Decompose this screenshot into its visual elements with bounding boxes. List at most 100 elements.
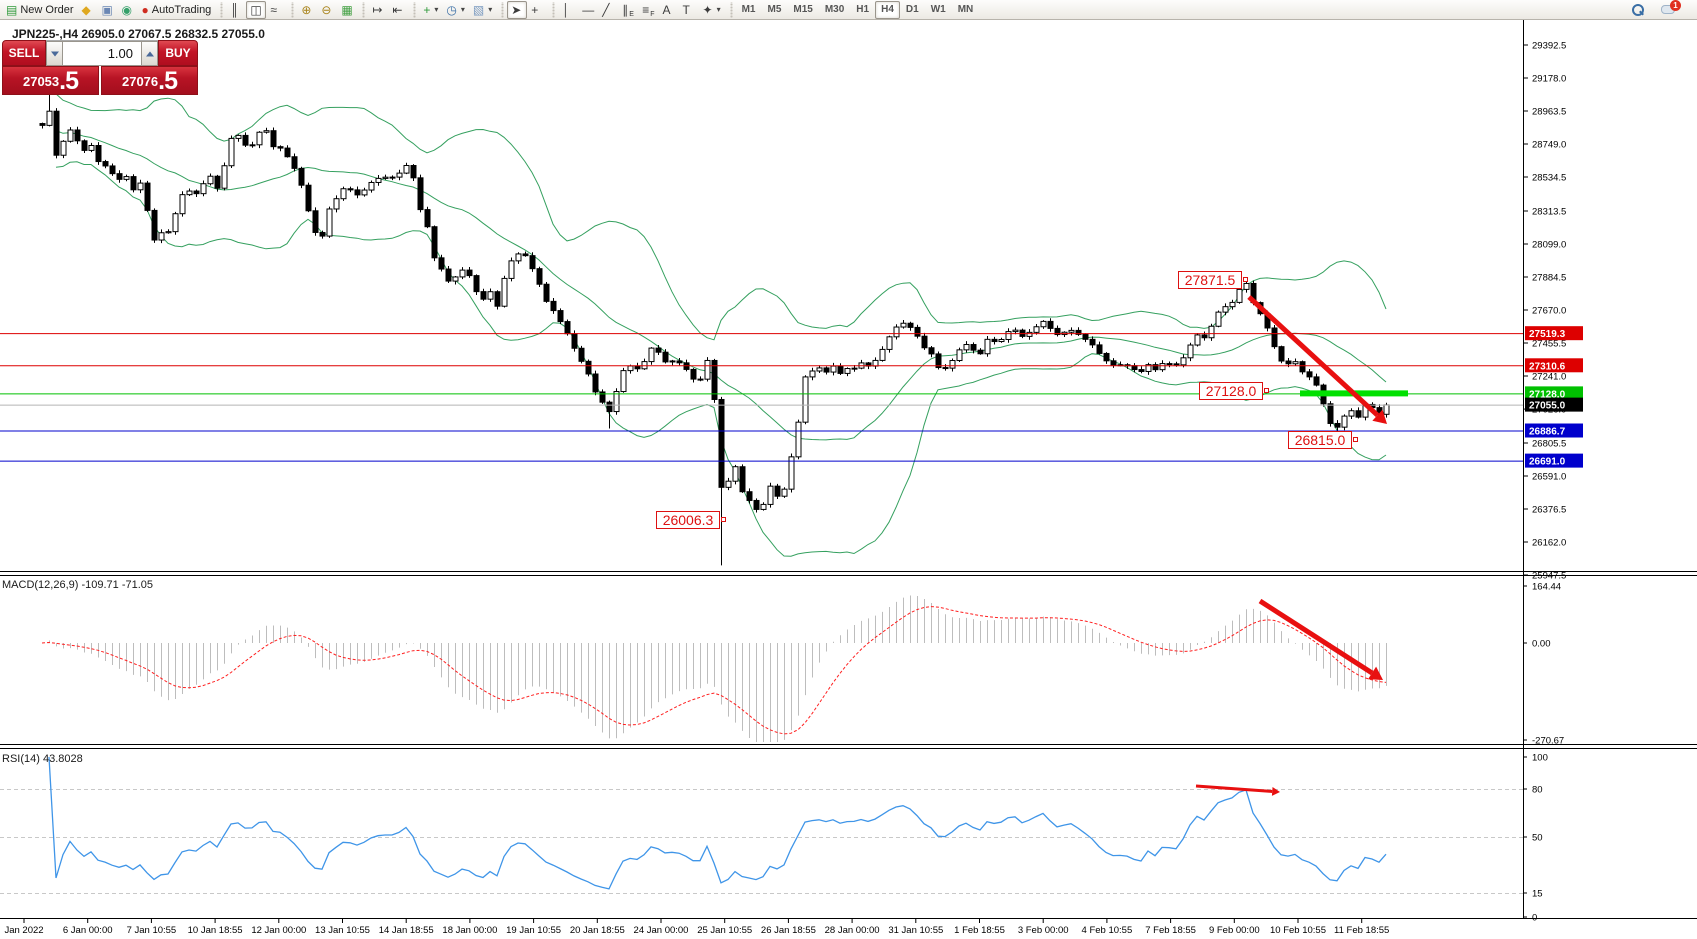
axis-label-27055.0: 27055.0: [1525, 397, 1583, 412]
timeframe-w1[interactable]: W1: [925, 1, 952, 19]
svg-text:29392.5: 29392.5: [1532, 41, 1566, 52]
volume-input[interactable]: [63, 41, 141, 66]
buy-button[interactable]: BUY: [158, 40, 198, 66]
styler-icon[interactable]: ◆: [78, 1, 98, 19]
chat-icon: 1: [1661, 0, 1681, 16]
svg-text:28534.5: 28534.5: [1532, 172, 1566, 183]
price-label-26815.0[interactable]: 26815.0: [1288, 431, 1358, 449]
svg-text:27519.3: 27519.3: [1529, 329, 1566, 340]
price-label-27128.0[interactable]: 27128.0: [1199, 382, 1269, 400]
new-order-button-label: New Order: [20, 3, 74, 16]
arrows-button[interactable]: ✦ ▾: [699, 1, 725, 19]
trend-arrow-macd[interactable]: [1258, 598, 1383, 680]
svg-text:9 Feb 00:00: 9 Feb 00:00: [1209, 925, 1260, 936]
zoom-out-icon: ⊖: [321, 2, 332, 17]
label-anchor: [1243, 277, 1248, 282]
sell-price-fraction: .5: [59, 67, 79, 95]
trend-arrow-rsi[interactable]: [1195, 784, 1280, 796]
svg-text:31 Jan 10:55: 31 Jan 10:55: [888, 925, 943, 936]
signals-icon[interactable]: ◉: [118, 1, 138, 19]
volume-decrease-button[interactable]: [46, 41, 63, 66]
new-order-button[interactable]: ▤ New Order: [2, 1, 78, 19]
timeframe-m15[interactable]: M15: [787, 1, 818, 19]
search-button[interactable]: [1627, 1, 1647, 19]
toolbar: ▤ New Order ◆ ▣ ◉ ● AutoTrading ║ ◫ ≈ ⊕ ⊖ ▦ ↦ ⇤ + ▾ ◷ ▾ ▧ ▾ ➤…: [0, 0, 1697, 20]
time-axis: Jan 2022 6 Jan 00:00 7 Jan 10:55 10 Jan 18:…: [4, 919, 1389, 936]
zoom-in-icon[interactable]: ⊕: [297, 1, 317, 19]
trendline-icon[interactable]: ╱: [598, 1, 618, 19]
svg-text:26 Jan 18:55: 26 Jan 18:55: [761, 925, 816, 936]
periods-button[interactable]: ◷ ▾: [442, 1, 469, 19]
bollinger-band: [55, 130, 1387, 441]
macd-panel[interactable]: [41, 595, 1387, 747]
candlestick-chart-icon[interactable]: ◫: [246, 0, 267, 19]
crosshair-icon: +: [531, 2, 539, 17]
svg-text:28963.5: 28963.5: [1532, 106, 1566, 117]
marketwatch-icon[interactable]: ▣: [98, 1, 118, 19]
toolbar-separator: [549, 1, 557, 18]
panel-separator[interactable]: [0, 744, 1697, 749]
line-chart-icon[interactable]: ≈: [266, 1, 286, 19]
svg-text:14 Jan 18:55: 14 Jan 18:55: [379, 925, 434, 936]
styler-icon: ◆: [81, 2, 91, 17]
sell-button[interactable]: SELL: [2, 40, 46, 66]
svg-text:29178.0: 29178.0: [1532, 73, 1566, 84]
horizontal-line-icon[interactable]: —: [578, 1, 598, 19]
timeframe-mn[interactable]: MN: [952, 1, 980, 19]
indicators-button[interactable]: + ▾: [419, 1, 442, 19]
volume-increase-button[interactable]: [141, 41, 158, 66]
autotrading-button[interactable]: ● AutoTrading: [138, 1, 216, 19]
price-label-26006.3[interactable]: 26006.3: [656, 511, 726, 529]
svg-text:28 Jan 00:00: 28 Jan 00:00: [825, 925, 880, 936]
timeframe-m5[interactable]: M5: [761, 1, 787, 19]
price-label-27871.5[interactable]: 27871.5: [1178, 271, 1248, 289]
bar-chart-icon[interactable]: ║: [226, 1, 246, 19]
trendline-icon: ╱: [602, 2, 610, 17]
one-click-trading-panel: SELL BUY 27053.5 27076.5: [2, 40, 198, 95]
svg-text:50: 50: [1532, 833, 1543, 844]
text-label-icon[interactable]: T: [679, 1, 699, 19]
crosshair-icon[interactable]: +: [527, 1, 547, 19]
rsi-name: RSI(14): [2, 753, 40, 765]
svg-text:27310.6: 27310.6: [1529, 361, 1566, 372]
svg-text:26376.5: 26376.5: [1532, 504, 1566, 515]
candlestick-chart-icon: ◫: [250, 2, 262, 17]
dropdown-caret-icon: ▾: [434, 5, 439, 14]
timeframe-m30[interactable]: M30: [819, 1, 850, 19]
zoom-out-icon[interactable]: ⊖: [317, 1, 337, 19]
svg-text:25 Jan 10:55: 25 Jan 10:55: [697, 925, 752, 936]
cursor-icon[interactable]: ➤: [507, 0, 528, 19]
svg-text:26162.0: 26162.0: [1532, 537, 1566, 548]
timeframe-m1[interactable]: M1: [736, 1, 762, 19]
sell-price[interactable]: 27053.5: [2, 66, 99, 95]
svg-text:1 Feb 18:55: 1 Feb 18:55: [954, 925, 1005, 936]
rsi-panel[interactable]: [0, 756, 1523, 894]
text-icon[interactable]: A: [659, 1, 679, 19]
periods-icon: ◷: [446, 2, 457, 17]
tile-windows-icon[interactable]: ▦: [337, 1, 357, 19]
chart-shift-icon[interactable]: ⇤: [388, 1, 408, 19]
trend-arrow-main[interactable]: [1247, 295, 1387, 424]
vertical-line-icon[interactable]: │: [558, 1, 578, 19]
autotrading-button-label: AutoTrading: [151, 3, 212, 16]
main-chart-panel[interactable]: [39, 86, 1390, 566]
timeframe-d1[interactable]: D1: [900, 1, 925, 19]
chat-button[interactable]: 1: [1657, 0, 1681, 19]
panel-separator[interactable]: [0, 571, 1697, 576]
fibonacci-icon: ≡: [642, 2, 650, 17]
volume-control: [46, 40, 158, 66]
timeframe-h4[interactable]: H4: [875, 0, 900, 19]
svg-text:6 Jan 00:00: 6 Jan 00:00: [63, 925, 113, 936]
auto-scroll-icon[interactable]: ↦: [368, 1, 388, 19]
chat-badge: 1: [1670, 0, 1681, 11]
svg-text:-270.67: -270.67: [1532, 736, 1564, 747]
timeframe-h1[interactable]: H1: [850, 1, 875, 19]
fibonacci-icon[interactable]: ≡ F: [638, 1, 658, 19]
buy-price[interactable]: 27076.5: [101, 66, 198, 95]
new-order-icon: ▤: [6, 2, 18, 17]
templates-button[interactable]: ▧ ▾: [469, 1, 496, 19]
channel-icon[interactable]: ∥ E: [618, 1, 638, 19]
svg-text:12 Jan 00:00: 12 Jan 00:00: [251, 925, 306, 936]
